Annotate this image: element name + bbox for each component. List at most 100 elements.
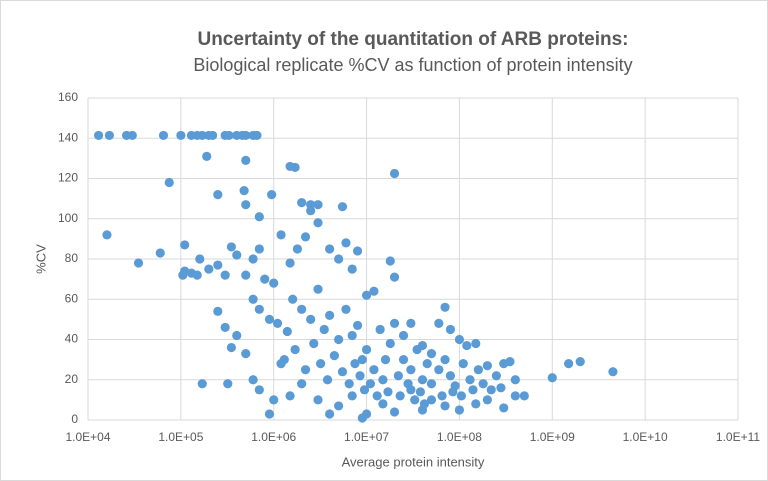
- y-tick-label: 140: [58, 130, 78, 144]
- data-point: [496, 383, 506, 393]
- data-point: [468, 385, 478, 395]
- data-point: [208, 130, 218, 141]
- data-point: [226, 242, 236, 252]
- data-point: [465, 375, 475, 385]
- data-point: [269, 395, 279, 405]
- data-point: [267, 190, 277, 200]
- data-point: [300, 365, 311, 375]
- data-point: [290, 344, 300, 355]
- y-axis-label: %CV: [33, 244, 48, 274]
- data-point: [155, 248, 165, 258]
- x-tick-label: 1.0E+07: [344, 430, 389, 444]
- data-point: [375, 324, 385, 335]
- data-point: [325, 409, 335, 419]
- data-point: [389, 407, 400, 417]
- data-point: [350, 359, 360, 369]
- data-point: [344, 379, 354, 389]
- data-point: [445, 324, 456, 335]
- data-point: [334, 254, 344, 264]
- y-tick-label: 60: [65, 291, 79, 305]
- data-point: [254, 212, 264, 222]
- data-point: [223, 379, 233, 389]
- x-tick-label: 1.0E+04: [65, 430, 110, 444]
- data-point: [385, 338, 395, 349]
- data-point: [272, 318, 283, 328]
- data-point: [419, 399, 430, 409]
- data-point: [269, 278, 279, 288]
- data-point: [380, 355, 391, 365]
- data-point: [456, 391, 466, 401]
- data-point: [93, 130, 104, 141]
- data-point: [297, 304, 307, 314]
- data-point: [347, 264, 357, 274]
- data-point: [361, 409, 372, 419]
- data-point: [365, 379, 376, 389]
- data-point: [192, 270, 202, 280]
- data-point: [213, 306, 223, 316]
- data-point: [510, 375, 520, 385]
- data-point: [127, 130, 137, 141]
- data-point: [499, 403, 509, 413]
- data-point: [389, 168, 400, 179]
- data-point: [241, 200, 251, 210]
- data-point: [417, 375, 428, 385]
- y-tick-label: 40: [65, 332, 79, 346]
- data-point: [486, 385, 496, 395]
- data-point: [241, 270, 251, 280]
- data-point: [241, 155, 251, 165]
- chart-subtitle: Biological replicate %CV as function of …: [193, 55, 632, 75]
- data-point: [306, 206, 316, 216]
- data-point: [288, 294, 298, 304]
- data-point: [385, 256, 395, 266]
- data-point: [197, 130, 207, 141]
- data-point: [434, 365, 444, 375]
- data-point: [440, 355, 450, 365]
- data-point: [378, 375, 388, 385]
- data-point: [204, 264, 214, 274]
- data-point: [285, 391, 295, 401]
- data-point: [341, 304, 351, 314]
- data-point: [355, 371, 365, 381]
- data-point: [252, 130, 262, 141]
- data-point: [510, 391, 520, 401]
- x-axis-label: Average protein intensity: [342, 454, 485, 469]
- data-point: [334, 334, 344, 345]
- data-point: [357, 355, 367, 365]
- y-tick-label: 0: [71, 412, 78, 426]
- data-point: [505, 357, 515, 367]
- data-point: [334, 401, 344, 411]
- data-point: [337, 367, 348, 377]
- data-point: [316, 359, 326, 369]
- data-point: [313, 284, 323, 294]
- data-point: [180, 240, 190, 250]
- data-point: [389, 272, 400, 282]
- data-point: [197, 379, 207, 389]
- data-point: [133, 258, 144, 268]
- data-point: [297, 379, 307, 389]
- data-point: [437, 391, 447, 401]
- data-point: [352, 246, 363, 256]
- data-point: [482, 361, 492, 371]
- data-point: [426, 379, 437, 389]
- data-point: [369, 286, 379, 296]
- data-point: [395, 391, 405, 401]
- data-point: [248, 254, 258, 264]
- data-point: [254, 244, 264, 254]
- data-point: [462, 340, 472, 351]
- data-point: [104, 130, 114, 141]
- y-tick-label: 20: [65, 372, 79, 386]
- data-point: [434, 318, 444, 328]
- data-point: [254, 385, 264, 395]
- data-point: [359, 385, 370, 395]
- data-point: [325, 244, 335, 254]
- data-point: [325, 310, 335, 320]
- data-point: [264, 314, 275, 324]
- data-point: [254, 304, 264, 314]
- data-point: [292, 244, 303, 254]
- data-point: [482, 395, 492, 405]
- data-point: [426, 395, 437, 405]
- data-point: [454, 334, 465, 345]
- data-point: [608, 367, 618, 377]
- data-point: [406, 318, 416, 328]
- x-tick-label: 1.0E+05: [158, 430, 203, 444]
